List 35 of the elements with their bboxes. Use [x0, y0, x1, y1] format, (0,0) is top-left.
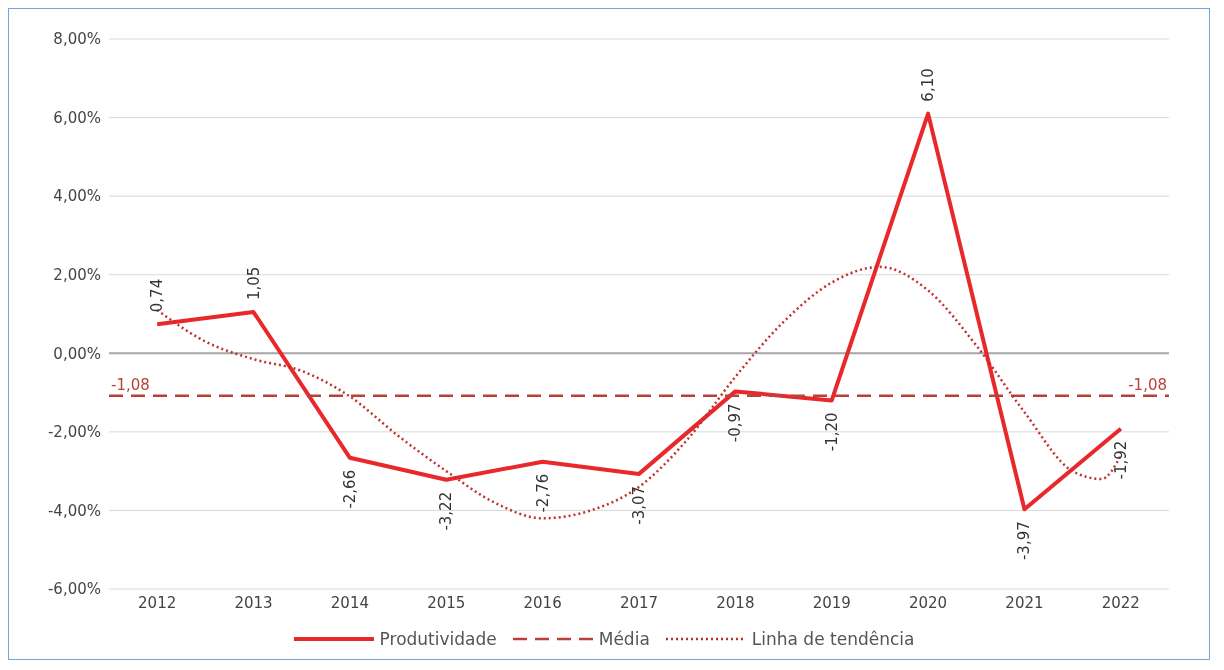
x-tick-label: 2018 [716, 593, 755, 612]
x-tick-label: 2019 [812, 593, 851, 612]
y-tick-label: -6,00% [47, 580, 101, 599]
data-label: -1,08 [111, 375, 150, 394]
x-tick-label: 2017 [619, 593, 659, 612]
data-label: -1,08 [1128, 375, 1167, 394]
data-label: -2,66 [340, 469, 359, 509]
legend-label: Média [597, 629, 650, 649]
data-label: -3,07 [630, 485, 648, 525]
x-tick-label: 2016 [523, 593, 562, 612]
y-tick-label: -2,00% [47, 423, 101, 442]
data-label: -1,92 [1111, 440, 1130, 480]
y-tick-label: 8,00% [53, 30, 101, 49]
y-tick-label: 0,00% [53, 344, 101, 363]
data-label: -3,97 [1015, 521, 1034, 561]
x-tick-label: 2015 [427, 593, 466, 612]
y-tick-label: -4,00% [47, 501, 101, 520]
y-tick-label: 2,00% [53, 266, 101, 285]
data-label: -2,76 [533, 473, 552, 513]
data-label: -0,97 [726, 403, 745, 443]
data-label: -3,22 [437, 491, 456, 531]
data-label: 0,74 [148, 278, 167, 313]
y-tick-label: 4,00% [53, 187, 101, 206]
data-label: 1,05 [244, 266, 263, 301]
x-tick-label: 2014 [330, 593, 369, 612]
x-tick-label: 2012 [138, 593, 177, 612]
x-tick-label: 2021 [1005, 593, 1044, 612]
x-tick-label: 2020 [909, 593, 948, 612]
legend-label: Linha de tendência [750, 629, 915, 649]
data-label: 6,10 [919, 68, 938, 102]
legend-label: Produtividade [378, 629, 497, 649]
x-tick-label: 2013 [234, 593, 273, 612]
data-label: -1,20 [822, 412, 841, 452]
x-tick-label: 2022 [1101, 593, 1140, 612]
y-tick-label: 6,00% [53, 108, 101, 127]
